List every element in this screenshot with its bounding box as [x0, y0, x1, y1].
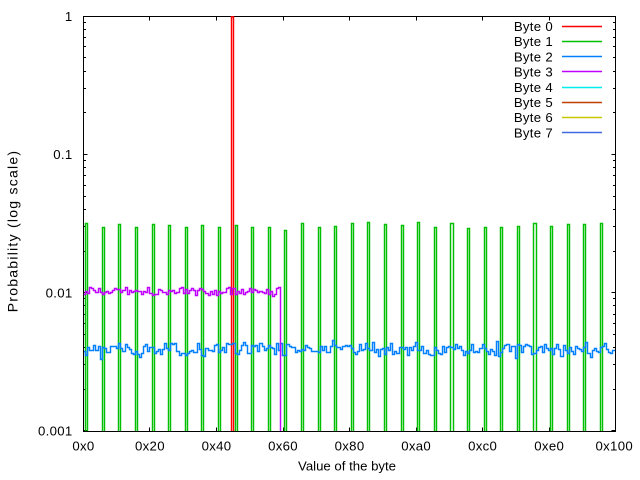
svg-text:0x60: 0x60: [268, 438, 298, 453]
svg-text:0xe0: 0xe0: [534, 438, 564, 453]
svg-text:0x0: 0x0: [72, 438, 94, 453]
svg-text:1: 1: [65, 9, 73, 24]
svg-text:Byte 2: Byte 2: [514, 49, 553, 64]
svg-text:Value of the byte: Value of the byte: [298, 459, 396, 474]
svg-text:Byte 1: Byte 1: [514, 34, 553, 49]
svg-text:0x20: 0x20: [135, 438, 165, 453]
svg-text:Byte 3: Byte 3: [514, 65, 553, 80]
svg-text:Byte 6: Byte 6: [514, 110, 553, 125]
svg-text:0xa0: 0xa0: [401, 438, 431, 453]
svg-text:Byte 5: Byte 5: [514, 95, 553, 110]
svg-text:Byte 4: Byte 4: [514, 80, 553, 95]
svg-text:0.01: 0.01: [46, 285, 73, 300]
svg-text:0.001: 0.001: [38, 423, 73, 438]
svg-text:0x40: 0x40: [202, 438, 232, 453]
svg-text:0x100: 0x100: [596, 438, 633, 453]
svg-text:Probability (log scale): Probability (log scale): [5, 150, 21, 313]
svg-text:Byte 0: Byte 0: [514, 19, 553, 34]
svg-text:0xc0: 0xc0: [468, 438, 497, 453]
svg-text:0.1: 0.1: [53, 147, 72, 162]
svg-text:0x80: 0x80: [335, 438, 365, 453]
svg-text:Byte 7: Byte 7: [514, 125, 553, 140]
